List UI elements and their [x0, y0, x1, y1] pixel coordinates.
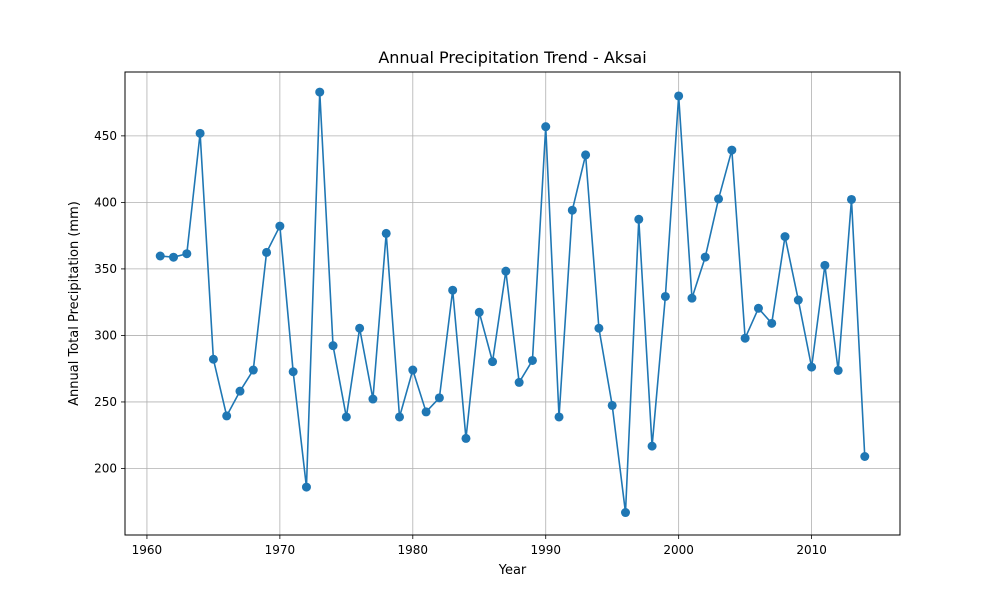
x-tick-label: 1960 [132, 543, 163, 557]
data-point [248, 365, 258, 375]
data-point [474, 307, 484, 317]
x-tick-label: 1970 [265, 543, 296, 557]
data-point [315, 87, 325, 97]
y-tick-label: 250 [94, 395, 117, 409]
data-point [527, 355, 537, 365]
y-tick-label: 400 [94, 195, 117, 209]
data-point [408, 365, 418, 375]
data-point [275, 221, 285, 231]
data-point [714, 194, 724, 204]
data-point [860, 452, 870, 462]
data-point [262, 247, 272, 257]
chart-title: Annual Precipitation Trend - Aksai [378, 48, 646, 67]
data-point [594, 323, 604, 333]
series-line [160, 91, 866, 514]
x-tick-label: 1980 [398, 543, 429, 557]
data-point [155, 251, 165, 261]
data-point [833, 365, 843, 375]
plot-area-frame [124, 71, 901, 536]
data-point [581, 150, 591, 160]
data-point [368, 394, 378, 404]
data-point [700, 252, 710, 262]
data-point [461, 433, 471, 443]
data-point [195, 128, 205, 138]
data-point [767, 318, 777, 328]
data-point [235, 386, 245, 396]
data-point [501, 266, 511, 276]
data-point [820, 260, 830, 270]
data-point [780, 232, 790, 242]
data-point [328, 341, 338, 351]
data-point [355, 323, 365, 333]
y-tick-label: 450 [94, 129, 117, 143]
data-point [541, 122, 551, 132]
data-point [395, 412, 405, 422]
data-point [169, 252, 179, 262]
x-tick-label: 2000 [663, 543, 694, 557]
data-point [182, 249, 192, 259]
data-point [740, 333, 750, 343]
data-point [208, 354, 218, 364]
data-point [647, 441, 657, 451]
x-tick-label: 2010 [796, 543, 827, 557]
data-point [634, 214, 644, 224]
series-layer [155, 87, 870, 518]
data-point [514, 377, 524, 387]
data-point [421, 407, 431, 417]
data-point [620, 508, 630, 518]
x-tick-label: 1990 [530, 543, 561, 557]
y-tick-label: 350 [94, 262, 117, 276]
data-point [807, 362, 817, 372]
data-point [687, 293, 697, 303]
data-point [674, 91, 684, 101]
y-axis-label: Annual Total Precipitation (mm) [67, 201, 82, 406]
data-point [607, 400, 617, 410]
data-point [567, 205, 577, 215]
data-point [753, 303, 763, 313]
data-point [301, 482, 311, 492]
data-point [341, 412, 351, 422]
y-tick-label: 300 [94, 328, 117, 342]
y-tick-label: 200 [94, 461, 117, 475]
data-point [660, 291, 670, 301]
data-point [793, 295, 803, 305]
data-point [448, 285, 458, 295]
data-point [554, 412, 564, 422]
data-point [434, 393, 444, 403]
data-point [488, 357, 498, 367]
data-point [381, 228, 391, 238]
data-point [222, 411, 232, 421]
grid-lines [125, 72, 900, 535]
x-axis-label: Year [498, 563, 527, 578]
axis-ticks: 1960 1970 1980 1990 2000 2010 200 250 300 350 400 4… [94, 129, 827, 557]
data-point [846, 194, 856, 204]
data-point [727, 145, 737, 155]
data-point [288, 367, 298, 377]
